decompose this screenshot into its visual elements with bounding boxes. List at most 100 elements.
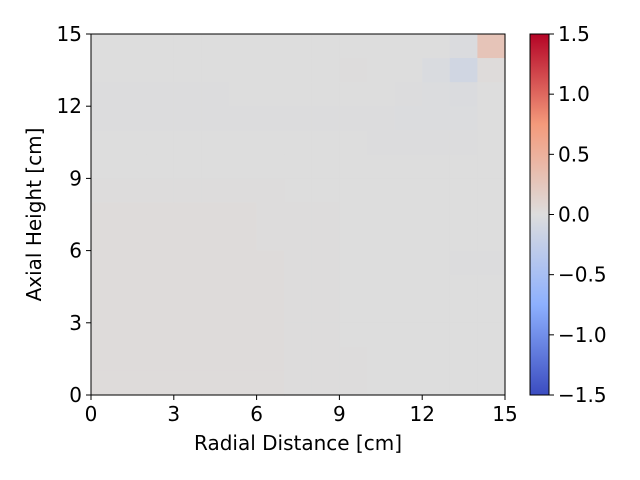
heatmap-cell [146, 106, 175, 131]
heatmap-cell [91, 202, 120, 228]
heatmap-cell [422, 250, 451, 276]
x-axis-ticks: 0 3 6 9 12 15 [85, 395, 518, 426]
heatmap-cell [449, 202, 478, 228]
heatmap-cell [367, 322, 396, 348]
heatmap-cell [367, 82, 396, 107]
heatmap-cell [422, 34, 451, 59]
heatmap-cell [339, 322, 368, 348]
heatmap-cell [146, 130, 175, 155]
heatmap-cell [394, 58, 423, 83]
colorbar-tick-label: −1.5 [558, 383, 607, 407]
heatmap-cell [201, 250, 230, 276]
heatmap-cell [256, 202, 285, 228]
heatmap-cell [311, 322, 340, 348]
heatmap-cell [311, 298, 340, 324]
heatmap-cell [201, 298, 230, 324]
y-axis-ticks: 0 3 6 9 12 15 [57, 22, 91, 407]
heatmap-cell [422, 130, 451, 155]
heatmap-cell [118, 82, 147, 107]
heatmap-cell [173, 226, 202, 252]
heatmap-cell [201, 82, 230, 107]
heatmap-cell [449, 346, 478, 372]
heatmap-cell [311, 154, 340, 179]
heatmap-cell [229, 370, 258, 396]
heatmap-cell [201, 370, 230, 396]
heatmap-cell [173, 130, 202, 155]
heatmap-cell [367, 154, 396, 179]
colorbar-tick-label: −0.5 [558, 263, 607, 287]
plot-frame [90, 33, 506, 396]
heatmap-cell [118, 202, 147, 228]
heatmap-cell [477, 322, 506, 348]
heatmap-cell [311, 58, 340, 83]
heatmap-cell [173, 178, 202, 204]
heatmap-cell [477, 34, 506, 59]
colorbar-tick-label: 0.5 [558, 142, 590, 166]
heatmap-cell [339, 154, 368, 179]
heatmap-cell [367, 106, 396, 131]
heatmap-cell [339, 34, 368, 59]
heatmap-cell [256, 82, 285, 107]
heatmap-cell [118, 370, 147, 396]
heatmap-cell [229, 322, 258, 348]
heatmap-cell [91, 154, 120, 179]
heatmap-cell [201, 202, 230, 228]
heatmap-cell [173, 34, 202, 59]
heatmap-cell [256, 154, 285, 179]
heatmap-cell [477, 298, 506, 324]
heatmap-cell [256, 346, 285, 372]
x-tick-label: 15 [492, 402, 517, 426]
heatmap-cell [284, 34, 313, 59]
heatmap-cell [394, 226, 423, 252]
heatmap-cell [118, 58, 147, 83]
heatmap-cell [284, 202, 313, 228]
heatmap-cell [367, 370, 396, 396]
heatmap-cell [201, 226, 230, 252]
heatmap-cell [477, 82, 506, 107]
heatmap-cell [256, 130, 285, 155]
heatmap-cell [146, 34, 175, 59]
heatmap-cell [477, 202, 506, 228]
heatmap-cell [449, 130, 478, 155]
heatmap-cell [339, 370, 368, 396]
heatmap-cell [284, 226, 313, 252]
heatmap-cell [229, 178, 258, 204]
heatmap-cell [173, 82, 202, 107]
heatmap-cell [449, 154, 478, 179]
heatmap-cell [201, 106, 230, 131]
heatmap-cell [449, 274, 478, 300]
heatmap-cell [422, 106, 451, 131]
heatmap-cell [146, 250, 175, 276]
colorbar-tick-label: 0.0 [558, 203, 590, 227]
heatmap-cell [146, 346, 175, 372]
heatmap-cell [449, 178, 478, 204]
heatmap-cell [477, 274, 506, 300]
heatmap-cell [118, 226, 147, 252]
heatmap-cell [91, 274, 120, 300]
heatmap-cell [118, 250, 147, 276]
colorbar-tick-label: 1.0 [558, 82, 590, 106]
heatmap-cell [394, 202, 423, 228]
heatmap-cell [477, 130, 506, 155]
heatmap-cell [284, 106, 313, 131]
heatmap-cell [256, 58, 285, 83]
heatmap-cell [91, 250, 120, 276]
x-tick-label: 0 [85, 402, 98, 426]
heatmap-cell [367, 298, 396, 324]
y-tick-label: 6 [69, 239, 82, 263]
heatmap-cell [118, 322, 147, 348]
heatmap-cell [118, 106, 147, 131]
heatmap-cell [146, 58, 175, 83]
heatmap-cell [394, 34, 423, 59]
heatmap-cell [256, 226, 285, 252]
heatmap-cell [201, 154, 230, 179]
heatmap-cell [311, 178, 340, 204]
heatmap-cell [449, 226, 478, 252]
heatmap-cell [284, 178, 313, 204]
heatmap-cell [367, 202, 396, 228]
heatmap-cell [284, 58, 313, 83]
heatmap-cell [229, 34, 258, 59]
heatmap-cell [311, 34, 340, 59]
x-tick-label: 6 [250, 402, 263, 426]
